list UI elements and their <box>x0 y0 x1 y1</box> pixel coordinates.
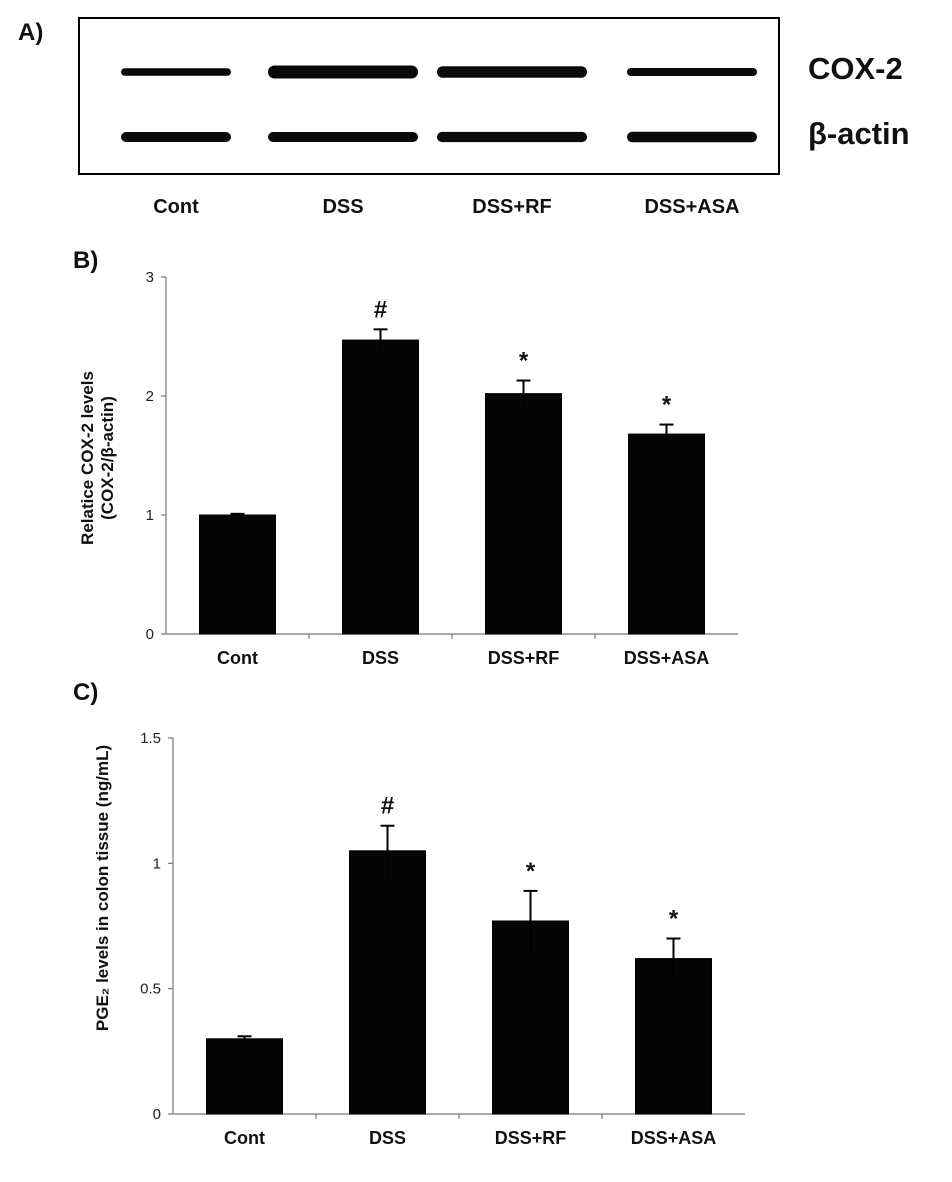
bar-cont <box>206 1038 283 1115</box>
bar-dss-rf <box>485 393 562 635</box>
blot-band <box>627 68 757 76</box>
category-label: DSS <box>362 648 399 668</box>
blot-row-label-beta-actin: β-actin <box>808 116 910 151</box>
blot-band <box>268 132 418 142</box>
blot-band <box>121 132 231 142</box>
y-tick-label: 0 <box>153 1106 161 1123</box>
category-label: DSS+ASA <box>624 648 710 668</box>
blot-bands <box>121 65 757 143</box>
category-label: DSS+RF <box>488 648 560 668</box>
y-tick-label: 1 <box>153 855 161 872</box>
y-tick-label: 1 <box>146 507 154 524</box>
blot-band <box>437 131 587 143</box>
bar-cont <box>199 514 276 635</box>
y-tick-label: 1.5 <box>140 730 161 747</box>
panel-b-label: B) <box>73 247 98 274</box>
bar-dss-asa <box>628 433 705 635</box>
chart-c-ylabel: PGE₂ levels in colon tissue (ng/mL) <box>93 745 112 1031</box>
chart-b-ylabel-line1: Relatice COX-2 levels <box>78 371 97 545</box>
bar-dss <box>342 339 419 635</box>
chart-b: 0 1 2 3 Cont # DSS * DSS+RF * DSS+ASA <box>146 269 738 668</box>
blot-band <box>627 131 757 143</box>
y-tick-label: 0.5 <box>140 981 161 998</box>
bar-dss <box>349 850 426 1115</box>
lane-label-dss: DSS <box>322 196 363 218</box>
y-tick-label: 3 <box>146 269 154 286</box>
significance-hash: # <box>374 296 387 323</box>
significance-star: * <box>669 906 679 933</box>
blot-frame <box>78 17 780 175</box>
panel-a-label: A) <box>18 19 43 46</box>
lane-label-dss-rf: DSS+RF <box>472 196 551 218</box>
bar-dss-asa <box>635 958 712 1115</box>
significance-star: * <box>526 858 536 885</box>
y-tick-label: 0 <box>146 626 154 643</box>
category-label: DSS <box>369 1128 406 1148</box>
significance-star: * <box>519 348 529 375</box>
lane-label-cont: Cont <box>153 196 199 218</box>
chart-b-ylabel-line2: (COX-2/β-actin) <box>98 396 117 520</box>
bar-dss-rf <box>492 920 569 1115</box>
blot-band <box>121 68 231 76</box>
blot-band <box>268 65 418 79</box>
panel-c-label: C) <box>73 679 98 706</box>
category-label: Cont <box>224 1128 265 1148</box>
category-label: Cont <box>217 648 258 668</box>
chart-c: 0 0.5 1 1.5 Cont # DSS * DSS+RF * DSS+ASA <box>140 730 745 1148</box>
category-label: DSS+RF <box>495 1128 567 1148</box>
blot-row-label-cox2: COX-2 <box>808 51 903 86</box>
significance-hash: # <box>381 793 394 820</box>
lane-label-dss-asa: DSS+ASA <box>644 196 739 218</box>
significance-star: * <box>662 392 672 419</box>
y-tick-label: 2 <box>146 388 154 405</box>
category-label: DSS+ASA <box>631 1128 717 1148</box>
blot-band <box>437 66 587 78</box>
